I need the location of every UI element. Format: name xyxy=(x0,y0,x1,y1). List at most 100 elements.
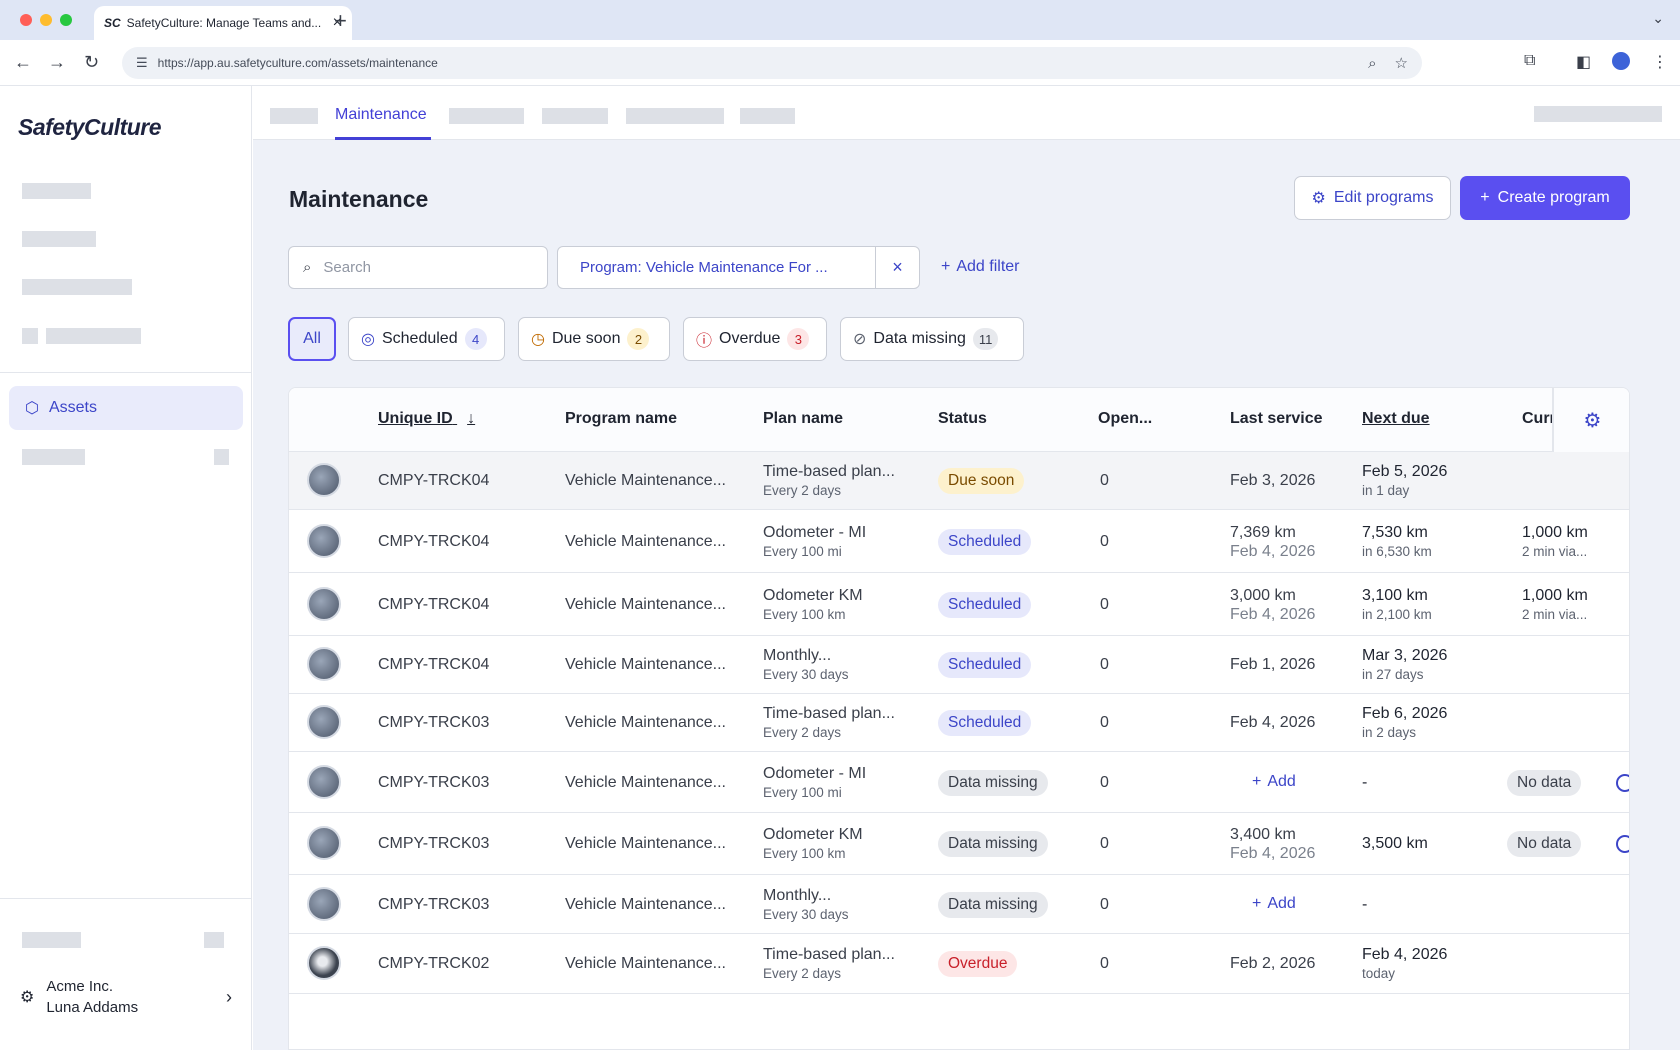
add-filter-button[interactable]: + Add filter xyxy=(941,258,1019,276)
column-settings-gear-icon[interactable]: ⚙ xyxy=(1552,388,1629,452)
info-icon[interactable] xyxy=(1616,835,1629,853)
sidebar-item-placeholder[interactable] xyxy=(22,449,85,465)
column-header-plan-name[interactable]: Plan name xyxy=(763,410,844,427)
address-bar[interactable]: ☰ https://app.au.safetyculture.com/asset… xyxy=(122,47,1422,79)
table-row[interactable]: CMPY-TRCK02 Vehicle Maintenance... Time-ba… xyxy=(289,934,1629,994)
new-tab-icon[interactable]: + xyxy=(334,8,347,33)
tab-search-chevron-icon[interactable]: ⌄ xyxy=(1652,10,1664,26)
tab-placeholder[interactable] xyxy=(542,108,608,124)
column-header-last-service[interactable]: Last service xyxy=(1230,410,1323,427)
next-due-value: 7,530 km xyxy=(1362,523,1428,541)
column-header-program-name[interactable]: Program name xyxy=(565,410,678,427)
column-header-current[interactable]: Curr xyxy=(1522,410,1556,427)
next-due-relative: in 27 days xyxy=(1362,667,1424,682)
minimize-window-button[interactable] xyxy=(40,14,52,26)
status-tab-overdue[interactable]: ⓘ Overdue 3 xyxy=(683,317,827,361)
table-row[interactable]: CMPY-TRCK03 Vehicle Maintenance... Time-ba… xyxy=(289,694,1629,752)
asset-unique-id: CMPY-TRCK04 xyxy=(378,472,490,489)
next-due-relative: in 2 days xyxy=(1362,725,1417,740)
tab-placeholder[interactable] xyxy=(270,108,318,124)
sidebar-item-placeholder[interactable] xyxy=(22,231,96,247)
plan-name: Odometer - MI Every 100 mi xyxy=(763,764,866,802)
sidebar-item-placeholder[interactable] xyxy=(22,279,132,295)
column-header-open[interactable]: Open... xyxy=(1098,410,1153,427)
table-row[interactable]: CMPY-TRCK04 Vehicle Maintenance... Monthly… xyxy=(289,636,1629,694)
open-count: 0 xyxy=(1100,835,1109,852)
open-count: 0 xyxy=(1100,773,1109,791)
site-settings-icon[interactable]: ☰ xyxy=(136,55,148,70)
sidebar-item-placeholder[interactable] xyxy=(46,328,141,344)
side-panel-icon[interactable]: ◧ xyxy=(1576,54,1592,71)
program-name: Vehicle Maintenance... xyxy=(565,773,726,791)
status-tab-label: Scheduled xyxy=(381,330,458,347)
back-arrow-icon[interactable]: ← xyxy=(14,52,32,72)
plan-name: Time-based plan... Every 2 days xyxy=(763,945,895,983)
current-reading-source: 2 min via... xyxy=(1522,543,1588,559)
status-tab-scheduled[interactable]: ◎ Scheduled 4 xyxy=(348,317,505,361)
tab-placeholder[interactable] xyxy=(449,108,524,124)
sidebar-item-assets[interactable]: ⬡ Assets xyxy=(9,386,243,430)
browser-menu-icon[interactable]: ⋮ xyxy=(1652,54,1668,71)
column-header-next-due[interactable]: Next due xyxy=(1362,410,1430,427)
edit-programs-button[interactable]: ⚙ Edit programs xyxy=(1294,176,1451,220)
program-filter-chip[interactable]: Program: Vehicle Maintenance For ... × xyxy=(557,246,920,289)
plan-name: Time-based plan... Every 2 days xyxy=(763,704,895,742)
plan-name-text: Odometer KM xyxy=(763,586,863,604)
column-header-unique-id[interactable]: Unique ID ↓ xyxy=(378,410,476,427)
next-due: 3,100 km in 2,100 km xyxy=(1362,586,1432,624)
sort-down-arrow-icon: ↓ xyxy=(467,410,476,427)
bookmark-star-icon[interactable]: ☆ xyxy=(1394,55,1408,72)
close-window-button[interactable] xyxy=(20,14,32,26)
create-program-button[interactable]: + Create program xyxy=(1460,176,1630,220)
status-badge: Scheduled xyxy=(938,652,1032,678)
forward-arrow-icon[interactable]: → xyxy=(48,52,66,72)
status-tab-due-soon[interactable]: ◷ Due soon 2 xyxy=(518,317,670,361)
sidebar-item-placeholder[interactable] xyxy=(22,932,81,948)
next-due: Feb 6, 2026 in 2 days xyxy=(1362,704,1447,742)
next-due-relative: in 1 day xyxy=(1362,483,1410,498)
table-row[interactable]: CMPY-TRCK03 Vehicle Maintenance... Odomete… xyxy=(289,752,1629,813)
status-tab-all[interactable]: All xyxy=(288,317,336,361)
url-text: https://app.au.safetyculture.com/assets/… xyxy=(157,56,438,70)
table-row[interactable]: CMPY-TRCK04 Vehicle Maintenance... Time-ba… xyxy=(289,452,1629,510)
plan-name: Odometer KM Every 100 km xyxy=(763,586,863,624)
search-input[interactable]: ⌕ Search xyxy=(288,246,548,289)
reload-icon[interactable]: ↻ xyxy=(84,52,100,72)
sidebar-item-placeholder[interactable] xyxy=(22,183,91,199)
table-row[interactable]: CMPY-TRCK04 Vehicle Maintenance... Odomete… xyxy=(289,510,1629,573)
current-reading-badge: No data xyxy=(1507,831,1582,857)
zoom-icon[interactable]: ⌕ xyxy=(1368,54,1377,72)
clear-filter-icon[interactable]: × xyxy=(875,247,919,288)
maximize-window-button[interactable] xyxy=(60,14,72,26)
add-service-button[interactable]: + Add xyxy=(1252,773,1296,791)
table-row[interactable]: CMPY-TRCK04 Vehicle Maintenance... Odomete… xyxy=(289,573,1629,636)
org-name: Acme Inc. xyxy=(46,978,114,995)
info-icon[interactable] xyxy=(1616,773,1629,792)
table-row[interactable]: CMPY-TRCK03 Vehicle Maintenance... Odomete… xyxy=(289,813,1629,875)
column-header-status[interactable]: Status xyxy=(938,410,987,427)
tab-maintenance[interactable]: Maintenance xyxy=(335,106,427,123)
plus-icon: + xyxy=(1252,894,1262,912)
extensions-icon[interactable]: ⧉ xyxy=(1524,52,1536,69)
table-row[interactable]: CMPY-TRCK03 Vehicle Maintenance... Monthly… xyxy=(289,875,1629,934)
last-service-value: 7,369 km xyxy=(1230,523,1296,541)
tab-placeholder[interactable] xyxy=(740,108,795,124)
close-tab-icon[interactable]: × xyxy=(332,14,342,31)
top-navigation: Maintenance xyxy=(253,86,1680,140)
table-header: Unique ID ↓ Program name Plan name Statu… xyxy=(289,388,1629,452)
safetyculture-logo[interactable]: SafetyCulture xyxy=(18,114,162,140)
open-count: 0 xyxy=(1100,895,1109,913)
open-count: 0 xyxy=(1100,955,1109,972)
add-service-button[interactable]: + Add xyxy=(1252,895,1296,913)
tab-placeholder[interactable] xyxy=(626,108,724,124)
plan-interval: Every 30 days xyxy=(763,906,849,922)
status-tab-data-missing[interactable]: ⊘ Data missing 11 xyxy=(840,317,1024,361)
profile-avatar-icon[interactable] xyxy=(1612,52,1630,75)
browser-tab[interactable]: SC SafetyCulture: Manage Teams and... × xyxy=(94,6,352,40)
status-badge: Overdue xyxy=(938,951,1018,977)
gear-icon: ⚙ xyxy=(20,989,35,1006)
plan-name: Monthly... Every 30 days xyxy=(763,646,849,684)
org-switcher[interactable]: ⚙ Acme Inc. Luna Addams › xyxy=(20,976,232,1018)
top-right-placeholder[interactable] xyxy=(1534,106,1662,122)
program-name: Vehicle Maintenance... xyxy=(565,714,726,731)
